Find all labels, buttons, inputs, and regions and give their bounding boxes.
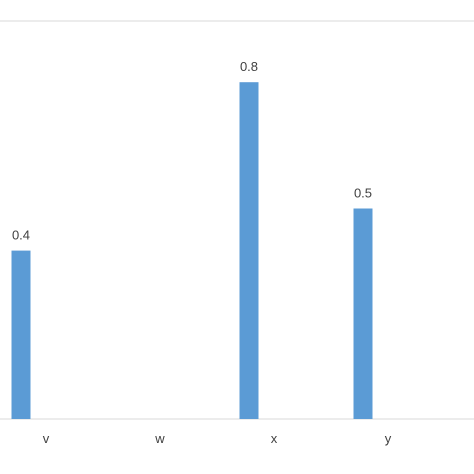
x-tick-label-w: w	[154, 431, 165, 446]
x-tick-label-v: v	[43, 431, 50, 446]
x-tick-labels-group: v w x y	[43, 431, 392, 446]
bar-y	[353, 208, 373, 419]
x-tick-label-y: y	[385, 431, 392, 446]
x-tick-label-x: x	[271, 431, 278, 446]
data-label-y: 0.5	[354, 186, 372, 201]
data-label-v: 0.4	[12, 228, 30, 243]
bar-v	[11, 250, 31, 419]
bar-x	[239, 82, 259, 419]
bars-group	[11, 82, 373, 419]
data-label-x: 0.8	[240, 59, 258, 74]
data-labels-group: 0.4 0.8 0.5	[12, 59, 372, 242]
